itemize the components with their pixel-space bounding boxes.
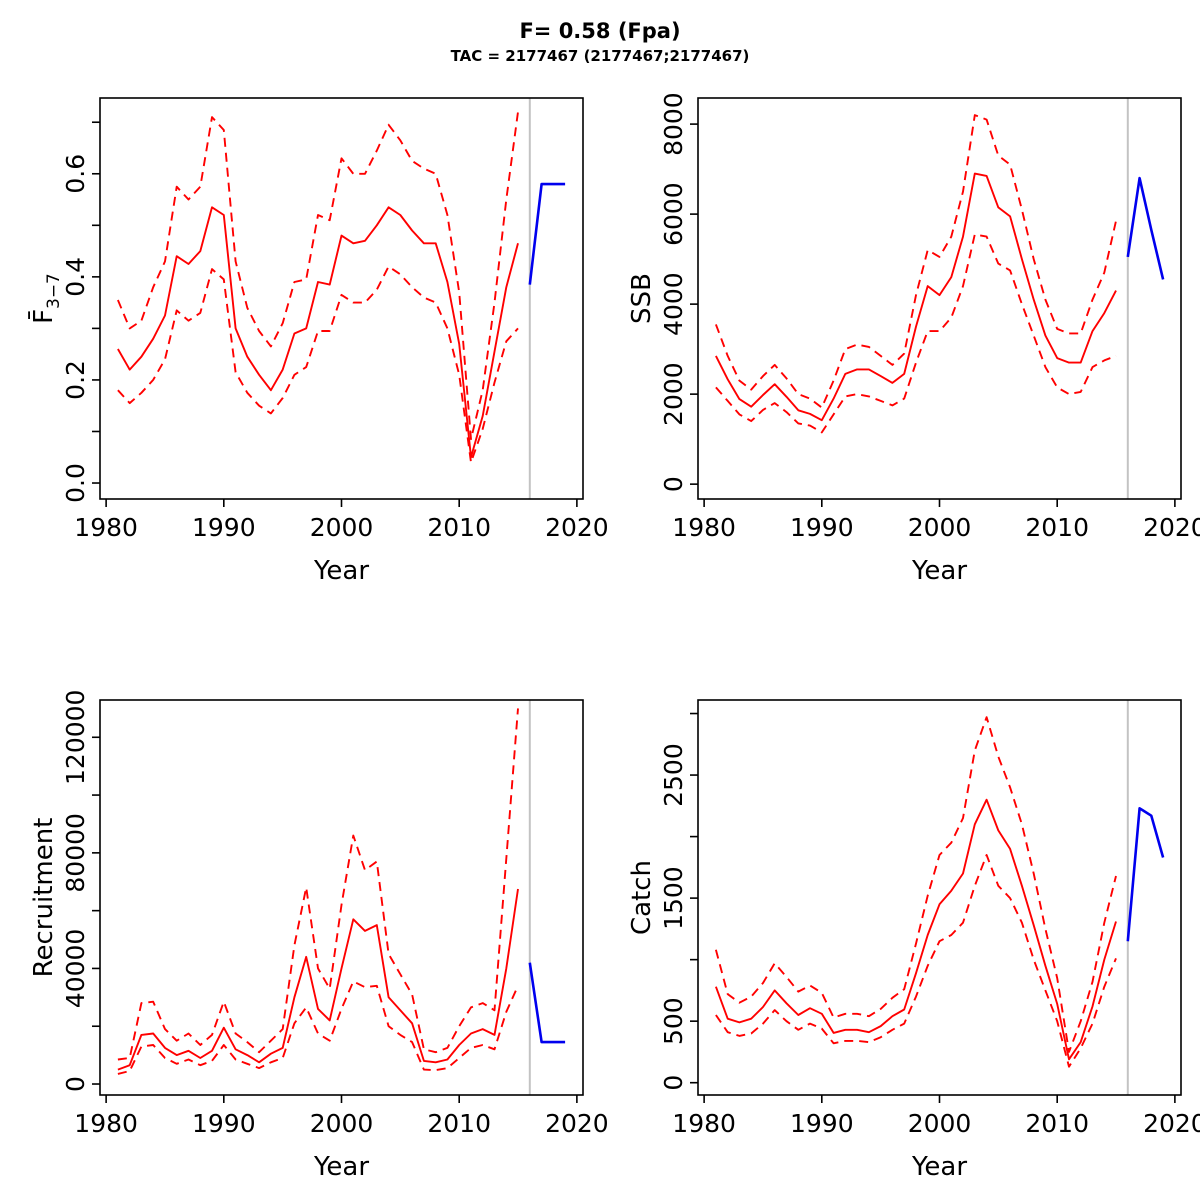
x-tick-label: 2000 (310, 1109, 374, 1138)
x-tick-label: 1980 (74, 513, 138, 542)
x-tick-label: 1980 (74, 1109, 138, 1138)
fbar-ci-lower-line (117, 265, 519, 464)
recruitment-forecast-line (528, 962, 566, 1044)
panel-catch: 1980 1990 2000 2010 2020 0 500 1500 2500 Year Catc… (627, 699, 1200, 1182)
y-tick-label: 0 (659, 1075, 688, 1091)
x-tick-label: 2000 (908, 1109, 972, 1138)
x-tick-label: 2020 (1143, 513, 1200, 542)
ssb-median-line (715, 172, 1117, 422)
x-tick-label: 1980 (672, 513, 736, 542)
ssb-x-axis: 1980 1990 2000 2010 2020 (672, 499, 1200, 542)
y-tick-label: 40000 (61, 929, 90, 1009)
x-tick-label: 2010 (427, 513, 491, 542)
recruitment-x-axis: 1980 1990 2000 2010 2020 (74, 1095, 609, 1138)
catch-forecast-line (1126, 806, 1165, 942)
fbar-x-axis-title: Year (313, 556, 369, 586)
ssb-y-axis-title: SSB (627, 273, 657, 324)
fbar-median-line (117, 206, 519, 459)
y-tick-label: 0 (659, 476, 688, 492)
ssb-forecast-line (1126, 176, 1165, 280)
fbar-forecast-line (528, 182, 566, 285)
catch-ci-lower-line (715, 854, 1117, 1068)
y-tick-label: 4000 (659, 272, 688, 336)
x-tick-label: 2000 (908, 513, 972, 542)
y-tick-label: 6000 (659, 182, 688, 246)
x-tick-label: 1980 (672, 1109, 736, 1138)
y-tick-label: 0.2 (61, 360, 90, 400)
x-tick-label: 2010 (1025, 1109, 1089, 1138)
x-tick-label: 2020 (545, 1109, 609, 1138)
y-tick-label: 120000 (61, 690, 90, 785)
recruitment-ci-upper-line (117, 708, 519, 1061)
y-tick-label: 1500 (659, 866, 688, 930)
recruitment-x-axis-title: Year (313, 1152, 369, 1182)
panel-ssb: 1980 1990 2000 2010 2020 0 2000 4000 6000 8000 Yea… (627, 92, 1200, 586)
y-tick-label: 0 (61, 1076, 90, 1092)
fbar-x-axis: 1980 1990 2000 2010 2020 (74, 499, 609, 542)
x-tick-label: 1990 (790, 1109, 854, 1138)
ssb-ci-lower-line (715, 233, 1117, 434)
ssb-x-axis-title: Year (911, 556, 967, 586)
recruitment-y-axis: 0 40000 80000 120000 (61, 690, 100, 1092)
catch-plot-frame (697, 699, 1182, 1096)
fbar-y-axis-title: F̄3−7 (27, 273, 63, 324)
catch-ci-upper-line (714, 716, 1117, 1053)
y-tick-label: 500 (659, 997, 688, 1045)
y-tick-label: 2000 (659, 362, 688, 426)
x-tick-label: 2000 (310, 513, 374, 542)
x-tick-label: 2020 (545, 513, 609, 542)
y-tick-label: 0.6 (61, 154, 90, 194)
y-tick-label: 2500 (659, 743, 688, 807)
recruitment-plot-frame (99, 699, 584, 1096)
fbar-ci-upper-line (117, 111, 519, 441)
panel-fbar: 1980 1990 2000 2010 2020 0.0 0.2 0.4 0.6 Year F̄3−… (27, 97, 609, 586)
recruitment-median-line (117, 888, 519, 1071)
figure-subtitle: TAC = 2177467 (2177467;2177467) (450, 47, 750, 65)
fbar-y-axis: 0.0 0.2 0.4 0.6 (61, 121, 100, 503)
ssb-plot-frame (697, 97, 1182, 500)
x-tick-label: 2020 (1143, 1109, 1200, 1138)
x-tick-label: 1990 (790, 513, 854, 542)
x-tick-label: 1990 (192, 1109, 256, 1138)
recruitment-y-axis-title: Recruitment (29, 818, 59, 978)
catch-median-line (715, 798, 1117, 1061)
ssb-y-axis: 0 2000 4000 6000 8000 (659, 92, 698, 492)
x-tick-label: 2010 (427, 1109, 491, 1138)
recruitment-ci-lower-line (117, 980, 519, 1075)
y-tick-label: 0.0 (61, 463, 90, 503)
x-tick-label: 1990 (192, 513, 256, 542)
y-tick-label: 8000 (659, 92, 688, 156)
figure-title: F= 0.58 (Fpa) (519, 19, 681, 43)
panel-recruitment: 1980 1990 2000 2010 2020 0 40000 80000 120000 Yea… (29, 690, 609, 1182)
ssb-ci-upper-line (715, 114, 1117, 409)
y-tick-label: 0.4 (61, 257, 90, 297)
x-tick-label: 2010 (1025, 513, 1089, 542)
catch-y-axis-title: Catch (627, 860, 657, 935)
catch-y-axis: 0 500 1500 2500 (659, 712, 698, 1091)
y-tick-label: 80000 (61, 813, 90, 893)
catch-x-axis-title: Year (911, 1152, 967, 1182)
catch-x-axis: 1980 1990 2000 2010 2020 (672, 1095, 1200, 1138)
